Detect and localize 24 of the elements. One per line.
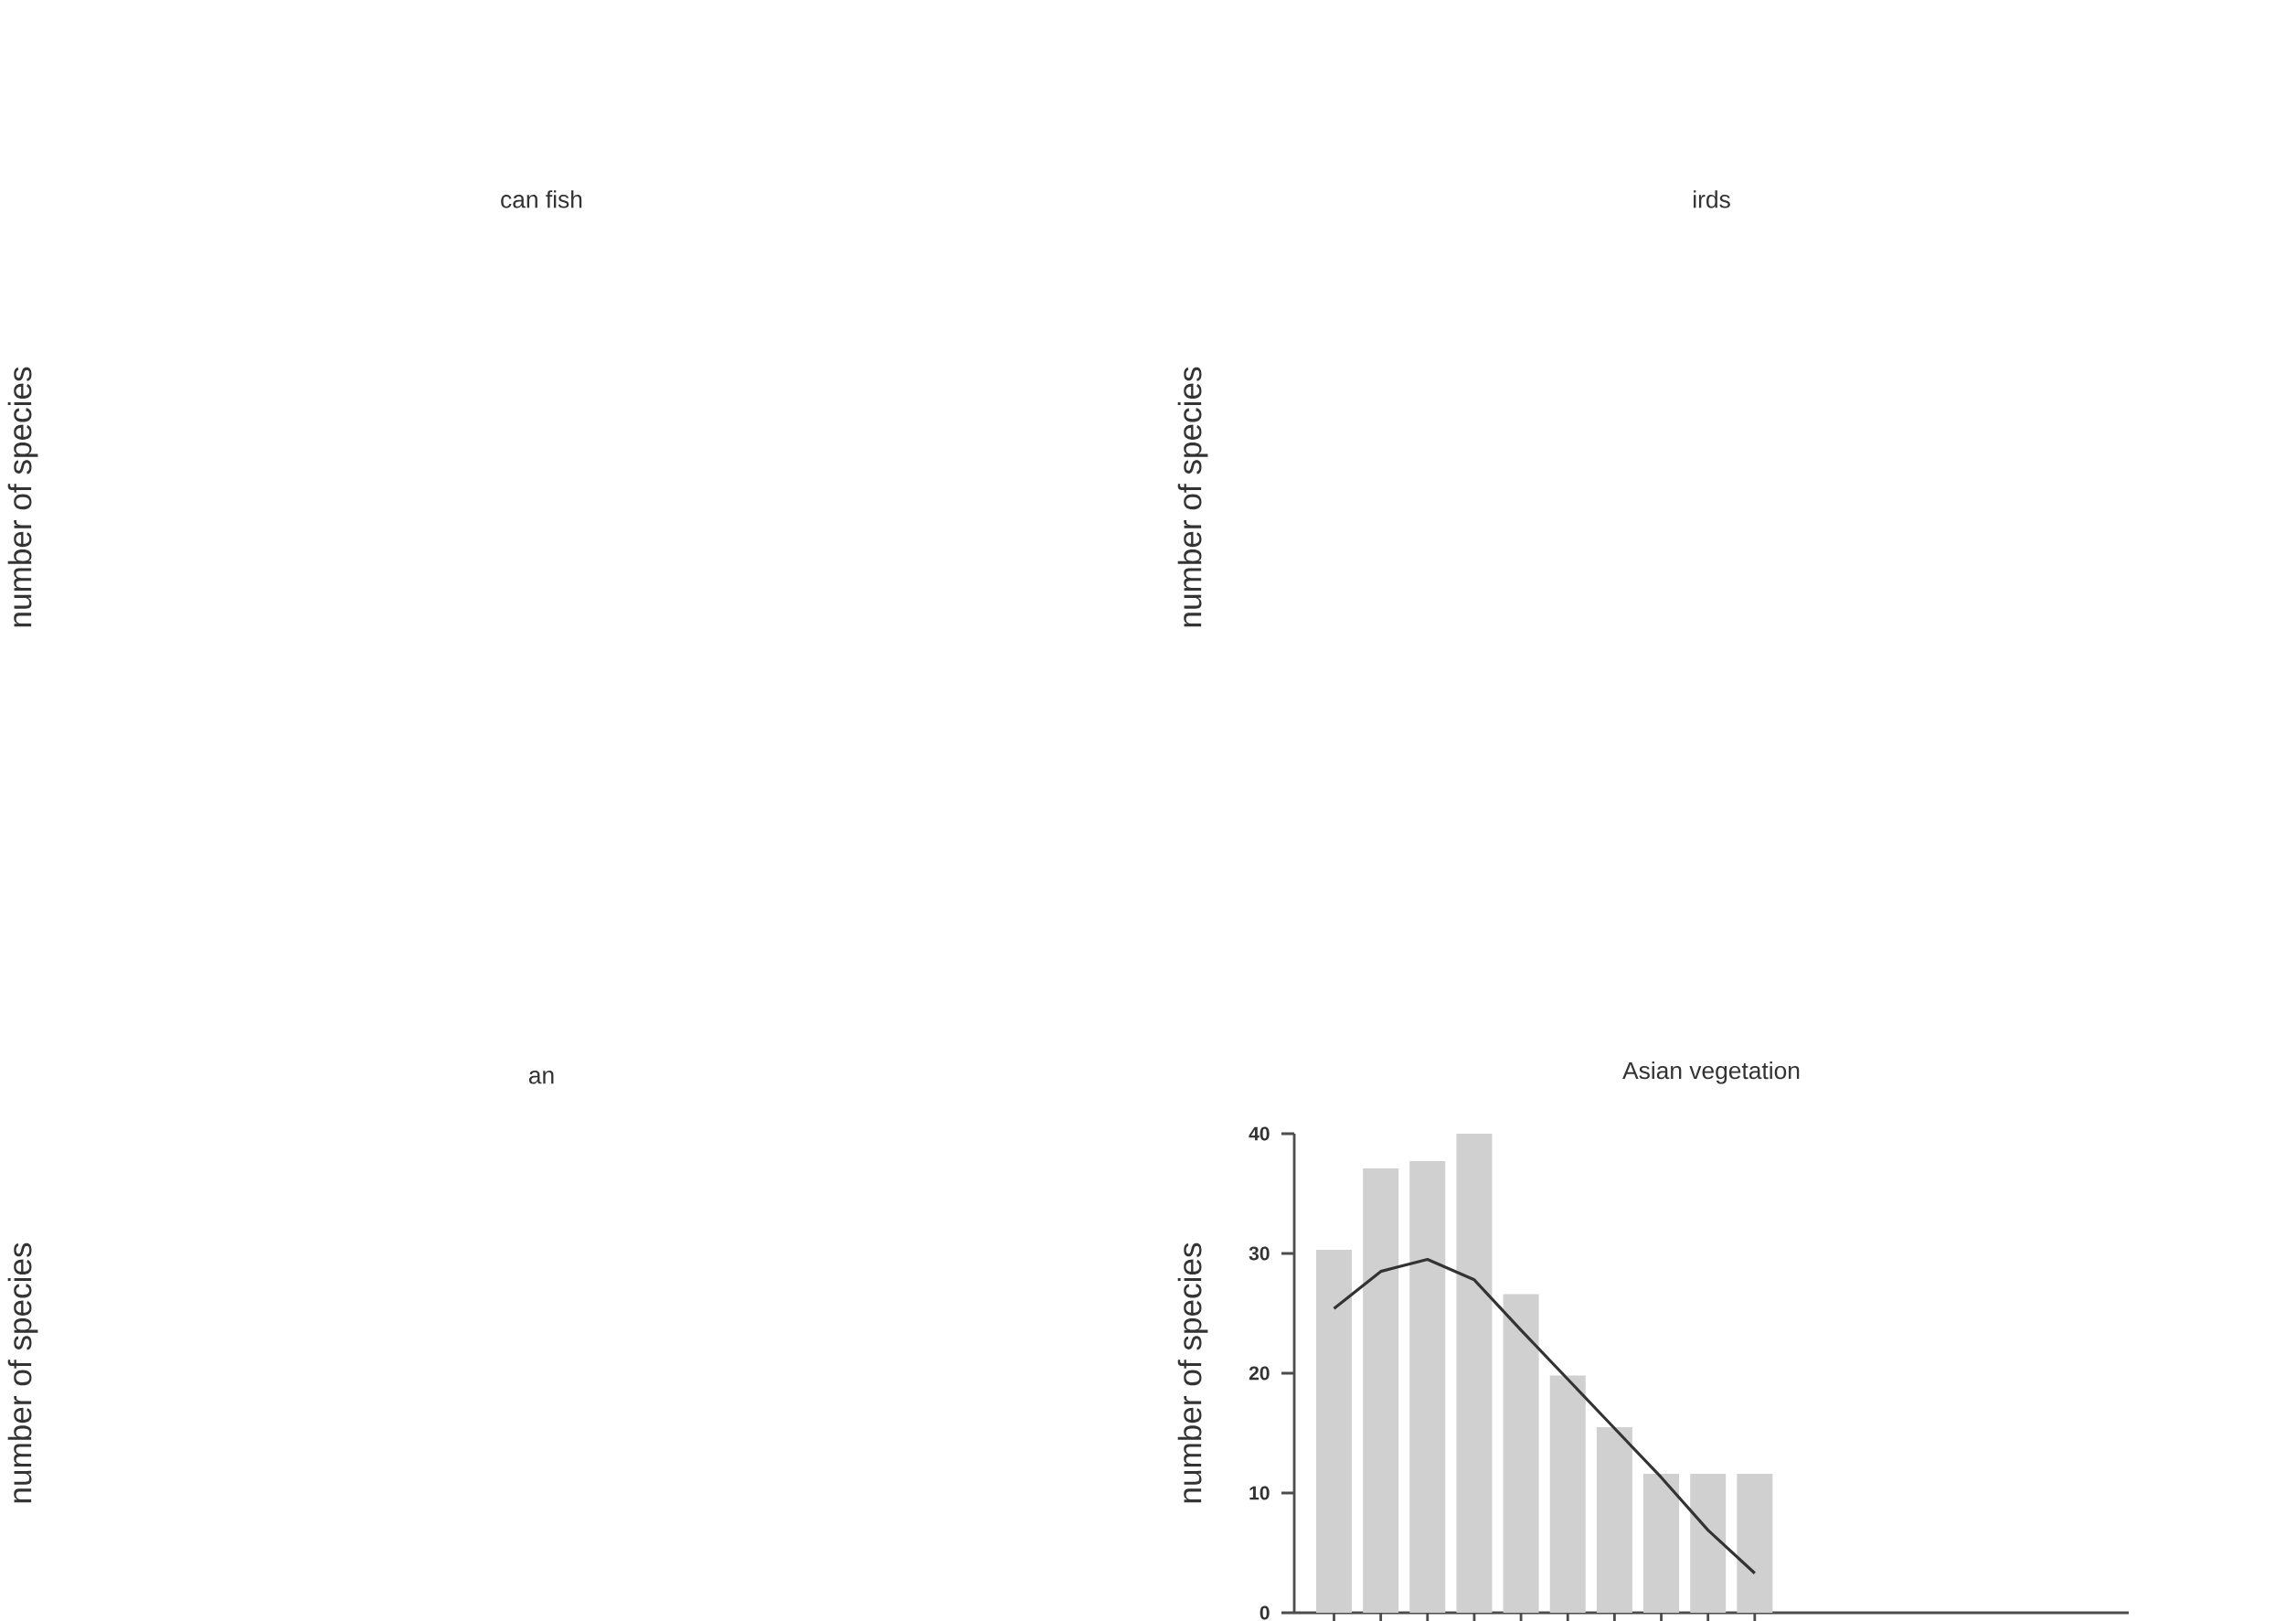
bar bbox=[1737, 1474, 1773, 1613]
y-tick-label: 10 bbox=[1249, 1486, 1270, 1500]
bar bbox=[1409, 1161, 1446, 1613]
chart-title: Asian vegetation bbox=[1622, 1061, 1800, 1084]
y-axis-title: number of species bbox=[1177, 1242, 1208, 1503]
bar bbox=[1549, 1375, 1586, 1613]
bar bbox=[1316, 1250, 1352, 1613]
text: an bbox=[528, 1071, 554, 1084]
bar bbox=[1690, 1474, 1727, 1613]
text: number of species bbox=[1177, 367, 1208, 627]
y-tick-label: 30 bbox=[1249, 1246, 1270, 1261]
text: irds bbox=[1694, 190, 1730, 208]
text: number of species bbox=[7, 367, 38, 627]
bar bbox=[1363, 1168, 1399, 1613]
bar bbox=[1643, 1474, 1680, 1613]
text: can fish bbox=[501, 190, 582, 208]
bar bbox=[1596, 1426, 1632, 1613]
y-tick-label: 40 bbox=[1249, 1126, 1270, 1141]
y-tick-label: 0 bbox=[1260, 1605, 1270, 1620]
text: number of species bbox=[7, 1242, 38, 1503]
line-series bbox=[1332, 1257, 1757, 1575]
bar bbox=[1456, 1133, 1493, 1613]
y-tick-label: 20 bbox=[1249, 1366, 1270, 1381]
bar bbox=[1503, 1294, 1539, 1613]
